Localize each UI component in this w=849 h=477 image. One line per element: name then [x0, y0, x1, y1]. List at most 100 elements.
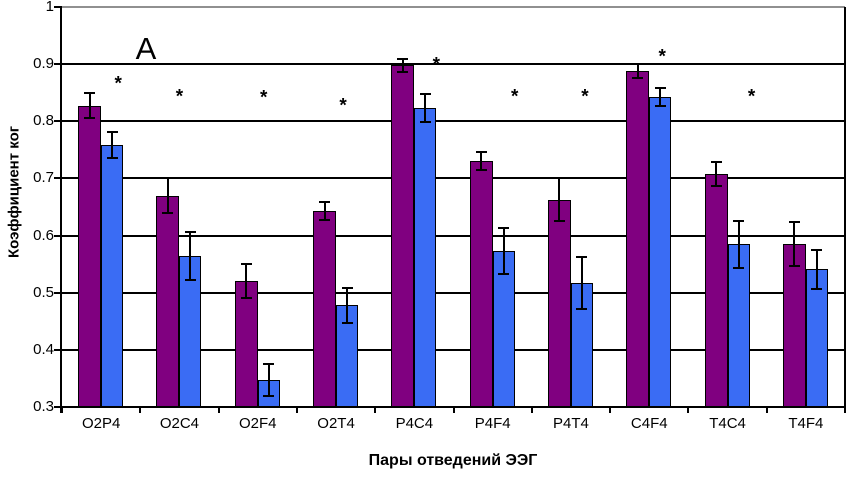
error-bar-line — [401, 59, 404, 72]
gridline — [62, 291, 845, 294]
error-bar-cap-bottom — [811, 287, 823, 290]
y-tick-label: 0.5 — [33, 283, 54, 301]
error-bar-cap-top — [654, 87, 666, 90]
x-tick-label: O2T4 — [317, 415, 355, 432]
y-tick-label: 0.7 — [33, 169, 54, 187]
error-bar-cap-top — [319, 201, 331, 204]
error-bar-line — [111, 132, 114, 159]
x-tick-label: C4F4 — [630, 415, 668, 432]
error-bar-cap-bottom — [654, 105, 666, 108]
error-bar-line — [245, 264, 248, 299]
error-bar-cap-bottom — [733, 266, 745, 269]
bar-series-1-purple-O2T4 — [313, 211, 337, 407]
bar-series-1-purple-T4C4 — [704, 174, 728, 407]
error-bar-line — [580, 257, 583, 309]
error-bar-cap-top — [811, 248, 823, 251]
error-bar-cap-bottom — [240, 297, 252, 300]
error-bar-line — [636, 63, 639, 79]
error-bar-cap-bottom — [397, 70, 409, 73]
x-tick-label: O2P4 — [81, 415, 121, 432]
y-axis-tick — [54, 177, 62, 180]
gridline — [62, 63, 845, 66]
error-bar-cap-bottom — [184, 279, 196, 282]
significance-asterisk-O2F4: * — [260, 87, 268, 109]
error-bar-cap-bottom — [341, 322, 353, 324]
error-bar-cap-bottom — [710, 185, 722, 188]
error-bar-line — [659, 88, 662, 107]
error-bar-line — [166, 178, 169, 213]
x-axis-tick — [217, 407, 220, 413]
error-bar-cap-bottom — [553, 220, 565, 223]
error-bar-line — [88, 93, 91, 119]
error-bar-line — [189, 232, 192, 281]
bar-series-1-purple-C4F4 — [626, 71, 650, 407]
error-bar-line — [323, 202, 326, 220]
x-axis-tick — [374, 407, 377, 413]
y-tick-label: 0.4 — [33, 340, 54, 358]
gridline — [62, 177, 845, 180]
x-tick-label: T4C4 — [709, 415, 746, 432]
error-bar-cap-top — [498, 227, 510, 230]
error-bar-cap-top — [240, 263, 252, 266]
gridline — [62, 6, 845, 8]
error-bar-line — [558, 177, 561, 222]
x-axis-tick — [765, 407, 768, 413]
error-bar-cap-top — [162, 177, 174, 180]
error-bar-cap-bottom — [106, 157, 118, 160]
significance-asterisk-O2P4: * — [114, 73, 122, 95]
error-bar-cap-top — [733, 219, 745, 222]
error-bar-cap-top — [106, 131, 118, 134]
significance-asterisk-O2C4: * — [175, 86, 184, 108]
error-bar-cap-bottom — [475, 169, 487, 172]
y-axis-tick — [54, 63, 62, 66]
y-tick-label: 0.6 — [33, 226, 54, 244]
significance-asterisk-O2T4: * — [339, 95, 347, 117]
significance-asterisk-T4C4: * — [747, 86, 756, 108]
bar-series-2-blue-T4F4 — [805, 269, 828, 407]
error-bar-cap-top — [263, 362, 275, 365]
y-axis-tick — [54, 120, 62, 123]
y-axis-line — [60, 7, 62, 413]
x-axis-tick — [609, 407, 612, 413]
panel-label: A — [135, 31, 157, 66]
error-bar-cap-top — [397, 58, 409, 60]
x-axis-tick — [452, 407, 455, 413]
bar-series-1-purple-O2F4 — [234, 281, 258, 407]
x-axis-tick — [844, 407, 846, 413]
y-tick-label: 0.9 — [33, 55, 54, 73]
error-bar-cap-bottom — [498, 272, 510, 275]
bar-series-1-purple-O2C4 — [156, 195, 180, 407]
error-bar-cap-top — [84, 92, 96, 95]
error-bar-line — [424, 94, 427, 122]
gridline — [62, 348, 845, 351]
bar-series-1-purple-P4T4 — [547, 199, 571, 407]
error-bar-cap-top — [184, 231, 196, 234]
error-bar-cap-bottom — [162, 211, 174, 214]
error-bar-line — [815, 249, 818, 289]
error-bar-line — [346, 287, 349, 323]
error-bar-cap-top — [553, 176, 565, 179]
error-bar-line — [793, 222, 796, 266]
bar-series-2-blue-C4F4 — [649, 97, 672, 407]
x-axis-tick — [61, 407, 63, 413]
x-tick-label: P4T4 — [553, 415, 589, 432]
significance-asterisk-P4F4: * — [510, 86, 519, 108]
error-bar-cap-top — [710, 161, 722, 164]
x-tick-label: T4F4 — [788, 415, 824, 432]
x-axis-tick — [687, 407, 690, 413]
gridline — [62, 234, 845, 237]
bar-series-2-blue-P4C4 — [414, 108, 437, 407]
error-bar-line — [737, 220, 740, 268]
significance-asterisk-C4F4: * — [658, 46, 666, 68]
x-axis-title: Пары отведений ЭЭГ — [368, 452, 538, 469]
error-bar-cap-bottom — [263, 394, 275, 397]
x-axis-tick — [295, 407, 298, 413]
bar-series-1-purple-T4F4 — [782, 244, 806, 407]
y-tick-label: 0.8 — [33, 112, 54, 130]
x-tick-label: P4C4 — [395, 415, 434, 432]
gridline — [62, 120, 845, 123]
error-bar-line — [715, 162, 718, 187]
error-bar-cap-bottom — [576, 307, 588, 310]
x-axis-tick — [530, 407, 533, 413]
x-tick-label: O2C4 — [159, 415, 200, 432]
